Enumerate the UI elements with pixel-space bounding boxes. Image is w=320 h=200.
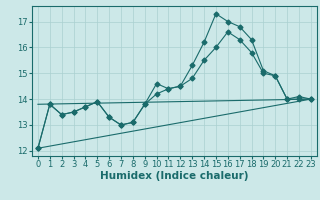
X-axis label: Humidex (Indice chaleur): Humidex (Indice chaleur)	[100, 171, 249, 181]
